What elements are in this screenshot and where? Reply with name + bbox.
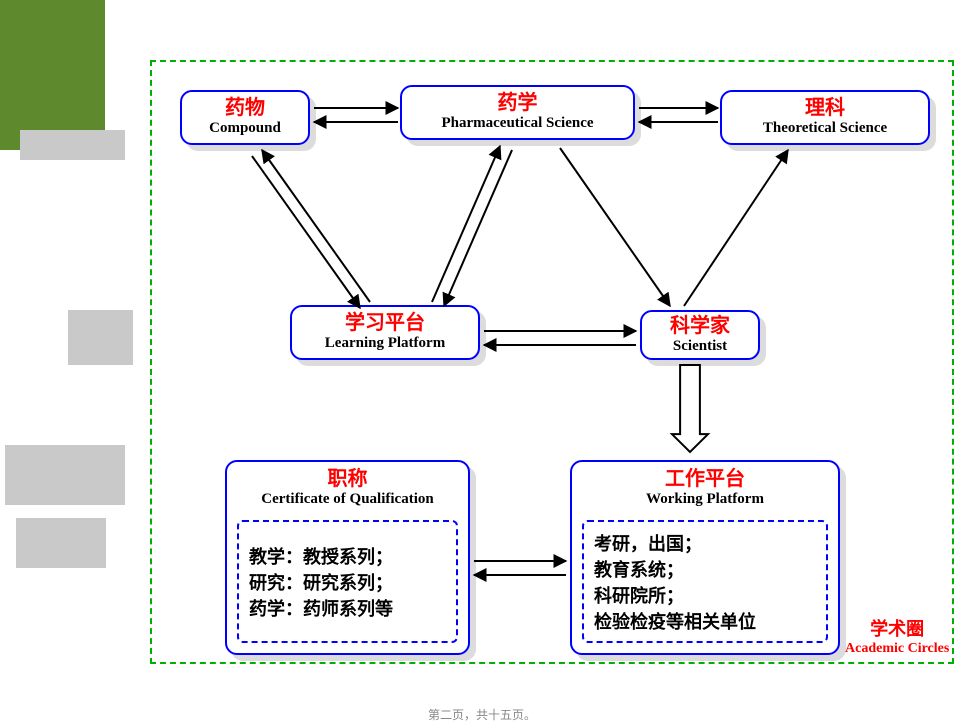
node-title-en: Scientist — [673, 338, 727, 355]
body-line: 研究：研究系列； — [249, 569, 446, 595]
node-title-en: Pharmaceutical Science — [441, 115, 593, 132]
node-title-en: Learning Platform — [325, 335, 445, 352]
deco-bar — [5, 445, 125, 505]
node-title-en: Theoretical Science — [763, 120, 887, 137]
caption-cn: 学术圈 — [845, 615, 949, 641]
node-title-cn: 科学家 — [670, 315, 730, 338]
deco-bar — [68, 310, 133, 365]
node-title-cn: 职称 — [227, 468, 468, 491]
node-theor: 理科Theoretical Science — [720, 90, 930, 145]
node-pharm: 药学Pharmaceutical Science — [400, 85, 635, 140]
cert-body: 教学：教授系列；研究：研究系列；药学：药师系列等 — [237, 520, 458, 643]
body-line: 考研，出国； — [594, 530, 816, 556]
body-line: 药学：药师系列等 — [249, 595, 446, 621]
body-line: 检验检疫等相关单位 — [594, 608, 816, 634]
body-line: 教学：教授系列； — [249, 543, 446, 569]
node-title-en: Certificate of Qualification — [227, 491, 468, 508]
node-title-en: Compound — [209, 120, 281, 137]
boundary-caption: 学术圈 Academic Circles — [845, 615, 949, 657]
diagram-stage: 药物Compound 药学Pharmaceutical Science 理科Theo… — [0, 0, 969, 727]
node-title-cn: 药学 — [498, 92, 538, 115]
node-compound: 药物Compound — [180, 90, 310, 145]
body-line: 科研院所； — [594, 582, 816, 608]
body-line: 教育系统； — [594, 556, 816, 582]
node-cert: 职称Certificate of Qualification 教学：教授系列；研究… — [225, 460, 470, 655]
node-title-cn: 工作平台 — [572, 468, 838, 491]
deco-bar — [20, 130, 125, 160]
node-work: 工作平台Working Platform 考研，出国；教育系统；科研院所；检验检疫… — [570, 460, 840, 655]
node-title-cn: 药物 — [225, 97, 265, 120]
node-title-cn: 学习平台 — [345, 312, 425, 335]
node-title-en: Working Platform — [572, 491, 838, 508]
page-footer: 第二页，共十五页。 — [428, 706, 536, 723]
node-learn: 学习平台Learning Platform — [290, 305, 480, 360]
deco-bar — [0, 0, 105, 150]
work-body: 考研，出国；教育系统；科研院所；检验检疫等相关单位 — [582, 520, 828, 643]
deco-bar — [16, 518, 106, 568]
caption-en: Academic Circles — [845, 641, 949, 657]
node-scientist: 科学家Scientist — [640, 310, 760, 360]
node-title-cn: 理科 — [805, 97, 845, 120]
